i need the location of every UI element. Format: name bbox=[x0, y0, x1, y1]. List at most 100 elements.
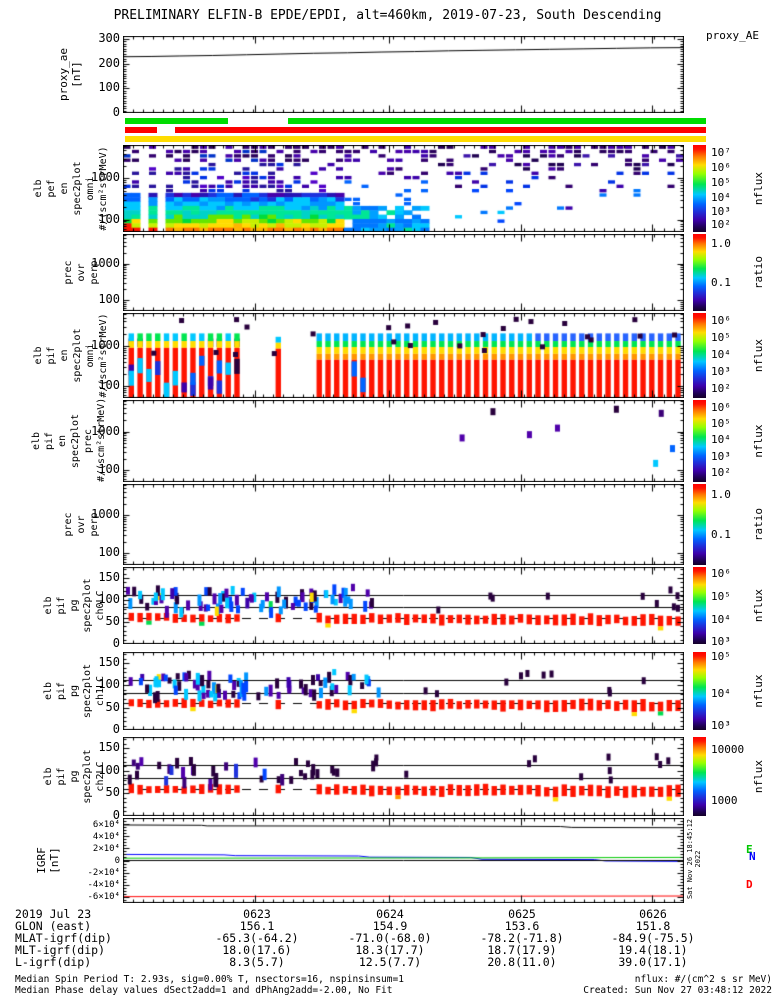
y-tick-label-proxy_ae: 200 bbox=[98, 55, 120, 70]
colorbar-tick-label: 1.0 bbox=[711, 487, 731, 501]
y-tick-label-pef_en_omni: 100 bbox=[98, 211, 120, 226]
red-flag-bar bbox=[125, 127, 158, 133]
y-tick-label-proxy_ae: 0 bbox=[112, 105, 120, 119]
y-tick-label-pif_pg_ch2LC: 150 bbox=[98, 740, 120, 755]
y-tick-label-pef_en_omni: 1000 bbox=[91, 170, 120, 185]
colorbar-tick-label: 10⁴ bbox=[711, 613, 731, 627]
y-axis-title-pif_en_prec: elb pif en spec2plot prec #/(scm²strMeV) bbox=[31, 397, 107, 482]
y-tick-label-igrf: 2×10⁴ bbox=[92, 843, 120, 854]
panel-prec_ovr_perp_2 bbox=[123, 484, 684, 565]
colorbar-tick-label: 10² bbox=[711, 466, 731, 480]
colorbar-tick-label: 10⁶ bbox=[711, 567, 731, 581]
y-tick-label-pif_pg_ch2LC: 50 bbox=[105, 785, 120, 800]
y-tick-label-pif_pg_ch1LC: 150 bbox=[98, 655, 120, 670]
panel-pef_en_omni bbox=[123, 145, 684, 232]
y-tick-label-prec_ovr_perp_1: 1000 bbox=[91, 255, 120, 270]
y-tick-label-proxy_ae: 100 bbox=[98, 80, 120, 95]
igrf-legend-N: N bbox=[749, 850, 756, 863]
y-axis-title-prec_ovr_perp_1: prec ovr perp bbox=[63, 260, 100, 285]
footer-value: 18.0(17.6) bbox=[222, 943, 292, 957]
y-tick-label-prec_ovr_perp_2: 1000 bbox=[91, 507, 120, 522]
nflux-units-note: nflux: #/(cm^2 s sr MeV) bbox=[634, 974, 772, 985]
footer-value: 151.8 bbox=[635, 919, 671, 933]
colorbar-tick-label: 10³ bbox=[711, 634, 731, 648]
y-axis-title-prec_ovr_perp_2: prec ovr perp bbox=[63, 512, 100, 537]
proxy-ae-right-label: proxy_AE bbox=[706, 29, 759, 42]
y-tick-label-pif_pg_ch0LC: 50 bbox=[105, 614, 120, 628]
side-timestamp: Sat Nov 26 18:45:12 2022 bbox=[686, 818, 702, 900]
footer-row-label: 2019 Jul 23 bbox=[15, 907, 92, 921]
colorbar-tick-label: 10³ bbox=[711, 449, 731, 463]
y-tick-label-pif_pg_ch2LC: 100 bbox=[98, 762, 120, 777]
colorbar-tick-label: 10² bbox=[711, 381, 731, 395]
colorbar-tick-label: 0.1 bbox=[711, 528, 731, 542]
y-axis-title-pif_pg_ch0LC: elb pif pg spec2plot ch0LC bbox=[43, 578, 106, 633]
y-axis-title-pef_en_omni: elb pef en spec2plot omni #/(scm²strMeV) bbox=[33, 146, 109, 231]
y-tick-label-pif_pg_ch1LC: 100 bbox=[98, 677, 120, 692]
footer-row-label: GLON (east) bbox=[15, 919, 92, 933]
colorbar-tick-label: 10⁴ bbox=[711, 687, 731, 701]
colorbar-1 bbox=[693, 234, 706, 311]
colorbar-tick-label: 1000 bbox=[711, 794, 738, 808]
colorbar-title: nflux bbox=[752, 674, 765, 708]
colorbar-tick-label: 10⁴ bbox=[711, 191, 731, 205]
y-axis-title-pif_pg_ch2LC: elb pif pg spec2plot ch2LC bbox=[43, 749, 106, 804]
y-tick-label-pif_en_omni: 100 bbox=[98, 377, 120, 392]
footer-value: 0626 bbox=[639, 907, 667, 921]
footer-value: 19.4(18.1) bbox=[618, 943, 688, 957]
y-axis-title-proxy_ae: proxy_ae [nT] bbox=[57, 48, 83, 101]
colorbar-tick-label: 10⁴ bbox=[711, 347, 731, 361]
colorbar-tick-label: 10⁶ bbox=[711, 400, 731, 414]
colorbar-title: nflux bbox=[752, 424, 765, 458]
y-tick-label-pif_pg_ch1LC: 0 bbox=[112, 722, 120, 736]
y-tick-label-proxy_ae: 300 bbox=[98, 30, 120, 45]
footer-value: 18.3(17.7) bbox=[355, 943, 425, 957]
colorbar-tick-label: 10000 bbox=[711, 742, 745, 756]
igrf-legend-D: D bbox=[746, 878, 753, 891]
y-tick-label-pif_en_prec: 1000 bbox=[91, 423, 120, 438]
colorbar-tick-label: 10³ bbox=[711, 364, 731, 378]
colorbar-title: nflux bbox=[752, 588, 765, 623]
panel-igrf bbox=[123, 818, 684, 903]
colorbar-tick-label: 10⁴ bbox=[711, 433, 731, 447]
colorbar-4 bbox=[693, 484, 706, 565]
footer-value: 8.3(5.7) bbox=[229, 955, 285, 969]
colorbar-tick-label: 10⁷ bbox=[711, 145, 731, 159]
y-tick-label-igrf: -4×10⁴ bbox=[87, 880, 120, 891]
footer-value: 153.6 bbox=[504, 919, 540, 933]
colorbar-tick-label: 10⁶ bbox=[711, 160, 731, 174]
colorbar-5 bbox=[693, 567, 706, 644]
colorbar-tick-label: 0.1 bbox=[711, 275, 731, 289]
y-tick-label-pif_pg_ch2LC: 0 bbox=[112, 808, 120, 822]
y-tick-label-pif_en_prec: 100 bbox=[98, 462, 120, 477]
y-tick-label-pif_pg_ch0LC: 0 bbox=[112, 636, 120, 650]
y-tick-label-pif_en_omni: 1000 bbox=[91, 337, 120, 352]
panel-proxy_ae bbox=[123, 36, 684, 113]
y-tick-label-pif_pg_ch1LC: 50 bbox=[105, 699, 120, 714]
spin-period-note: Median Spin Period T: 2.93s, sig=0.00% T… bbox=[15, 974, 404, 985]
colorbar-title: nflux bbox=[752, 338, 765, 373]
footer-value: 0623 bbox=[243, 907, 271, 921]
panel-prec_ovr_perp_1 bbox=[123, 234, 684, 311]
colorbar-tick-label: 10² bbox=[711, 218, 731, 232]
y-tick-label-igrf: 6×10⁴ bbox=[92, 819, 120, 830]
footer-row-label: L-igrf(dip) bbox=[15, 955, 92, 969]
y-tick-label-igrf: 0 bbox=[114, 856, 120, 866]
footer-value: 20.8(11.0) bbox=[487, 955, 557, 969]
footer-value: -71.0(-68.0) bbox=[348, 931, 432, 945]
panel-pif_pg_ch0LC bbox=[123, 567, 684, 644]
colorbar-tick-label: 10³ bbox=[711, 719, 731, 733]
y-axis-title-pif_en_omni: elb pif en spec2plot omni #/(scm²strMeV) bbox=[33, 313, 109, 398]
footer-value: -78.2(-71.8) bbox=[480, 931, 564, 945]
colorbar-tick-label: 10⁶ bbox=[711, 313, 731, 327]
phase-delay-note: Median Phase delay values dSect2add=1 an… bbox=[15, 985, 393, 996]
plot-title: PRELIMINARY ELFIN-B EPDE/EPDI, alt=460km… bbox=[113, 8, 662, 23]
y-tick-label-prec_ovr_perp_2: 100 bbox=[98, 545, 120, 560]
colorbar-tick-label: 10⁵ bbox=[711, 175, 731, 189]
colorbar-2 bbox=[693, 313, 706, 398]
footer-row-label: MLT-igrf(dip) bbox=[15, 943, 106, 957]
footer-value: 0624 bbox=[376, 907, 404, 921]
colorbar-0 bbox=[693, 145, 706, 232]
panel-pif_en_prec bbox=[123, 400, 684, 482]
